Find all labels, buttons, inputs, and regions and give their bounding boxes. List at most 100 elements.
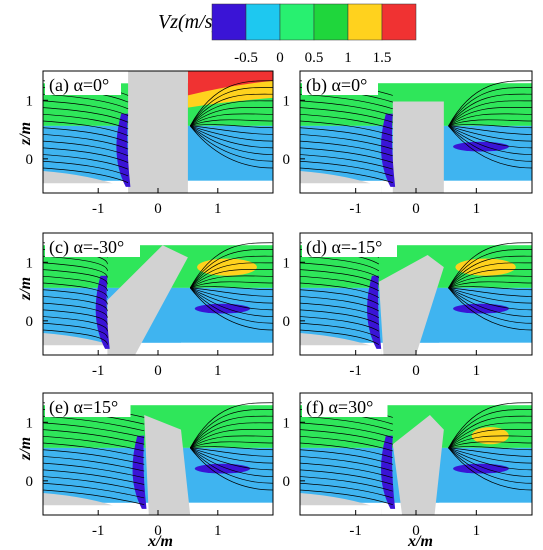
obstacle — [144, 414, 191, 515]
streamline — [448, 80, 532, 127]
streamline — [448, 447, 532, 464]
streamline — [448, 415, 532, 449]
streamline — [43, 282, 108, 298]
downward-flow-region — [194, 463, 250, 474]
streamline — [189, 422, 273, 449]
streamline — [448, 125, 532, 135]
streamline — [190, 287, 273, 311]
x-tick-label: 1 — [214, 523, 222, 539]
streamlines — [300, 242, 532, 345]
streamline — [43, 429, 145, 445]
y-tick-label: 1 — [26, 93, 34, 109]
y-tick-label: 1 — [283, 255, 291, 271]
streamline — [43, 269, 108, 285]
streamline — [448, 409, 532, 449]
streamline — [448, 447, 532, 477]
streamline — [43, 415, 145, 432]
streamline — [300, 289, 380, 305]
streamline — [448, 119, 532, 127]
streamline — [300, 160, 393, 177]
streamline — [190, 275, 273, 289]
streamlines — [300, 80, 532, 183]
streamline — [43, 289, 108, 305]
streamline — [300, 120, 393, 136]
streamline — [448, 447, 532, 491]
panel-d: (d) α=-15° 1 0 -1 0 1 — [283, 232, 533, 379]
panels: (a) α=0° 1 0 -1 0 1 (b) α=0° 1 0 -1 0 1 (c) α=-30° 1 0… — [26, 70, 533, 539]
panel-c: (c) α=-30° 1 0 -1 0 1 — [26, 232, 274, 379]
streamline — [300, 462, 393, 479]
x-axis-title-left: x/m — [147, 533, 173, 550]
streamline — [448, 125, 532, 142]
panel-label: (e) α=15° — [49, 397, 118, 418]
streamline — [300, 296, 380, 312]
streamline — [448, 262, 532, 289]
x-tick-label: 0 — [154, 523, 162, 539]
streamline — [43, 302, 108, 318]
x-tick-label: 0 — [412, 201, 420, 217]
streamline — [189, 80, 273, 127]
streamline — [189, 429, 273, 449]
x-tick-label: -1 — [349, 201, 362, 217]
y-tick-label: 1 — [283, 415, 291, 431]
streamline — [43, 449, 145, 465]
y-axis-title-e: z/m — [17, 437, 34, 461]
panel-label-bg — [302, 395, 388, 417]
streamline — [448, 269, 532, 289]
streamline — [448, 286, 532, 291]
panel-f: (f) α=30° 1 0 -1 0 1 — [283, 392, 533, 539]
streamline — [448, 429, 532, 449]
streamline — [43, 322, 108, 339]
streamline — [190, 287, 273, 297]
colorbar: Vz(m/s) -0.5 0 0.5 1 1.5 — [158, 3, 417, 66]
obstacle — [128, 71, 188, 193]
colorbar-cell — [245, 3, 281, 41]
streamline — [190, 447, 273, 464]
streamline — [43, 316, 108, 332]
streamline — [448, 287, 532, 297]
x-tick-label: 1 — [473, 201, 481, 217]
streamline — [300, 282, 380, 298]
streamline — [190, 113, 273, 127]
x-tick-label: 0 — [154, 201, 162, 217]
streamline — [43, 120, 129, 136]
streamline — [189, 402, 273, 449]
y-axis-title-c: z/m — [17, 277, 34, 301]
streamline — [300, 322, 380, 339]
streamline — [43, 262, 108, 278]
x-tick-label: -1 — [349, 523, 362, 539]
streamline — [300, 469, 393, 485]
streamline — [189, 87, 273, 127]
colorbar-cells — [211, 3, 417, 41]
y-tick-label: 0 — [283, 152, 291, 168]
streamline — [189, 447, 273, 477]
colorbar-cell — [279, 3, 315, 41]
streamline — [43, 309, 108, 325]
streamline — [448, 125, 532, 169]
panel-a: (a) α=0° 1 0 -1 0 1 — [26, 70, 274, 217]
y-tick-label: 0 — [26, 474, 34, 490]
streamline — [43, 113, 129, 130]
panel-label-bg — [302, 73, 378, 95]
downward-flow-region — [194, 303, 250, 314]
x-tick-label: -1 — [349, 363, 362, 379]
x-tick-label: 0 — [412, 523, 420, 539]
panel-label: (b) α=0° — [306, 75, 367, 96]
streamline — [190, 447, 273, 471]
streamline — [190, 124, 273, 129]
x-tick-label: 1 — [214, 363, 222, 379]
streamline — [190, 435, 273, 449]
streamline — [190, 441, 273, 449]
panel-label-bg — [45, 235, 140, 257]
streamline — [300, 167, 393, 183]
streamline — [448, 447, 532, 457]
streamline — [43, 422, 145, 438]
x-tick-label: -1 — [92, 523, 105, 539]
streamline — [300, 449, 393, 465]
y-tick-label: 0 — [283, 474, 291, 490]
streamline — [300, 275, 380, 292]
streamline — [448, 125, 532, 162]
panel-label-bg — [45, 73, 121, 95]
streamline — [448, 124, 532, 129]
